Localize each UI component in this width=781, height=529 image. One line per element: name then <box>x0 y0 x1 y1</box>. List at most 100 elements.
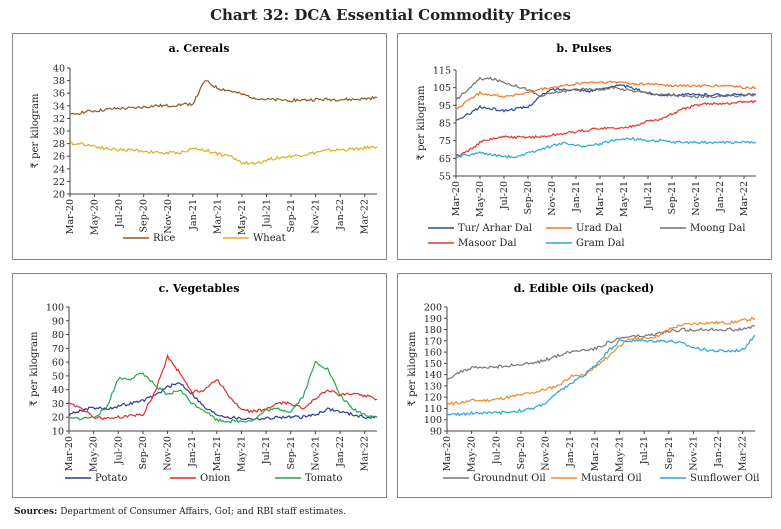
x-tick-label: Sep-20 <box>516 436 527 470</box>
y-tick-label: 36 <box>53 89 65 100</box>
y-tick-label: 55 <box>439 172 451 183</box>
series-line-wheat <box>69 141 378 166</box>
x-tick-label: Sep-21 <box>664 436 675 470</box>
series-line-masoor <box>455 99 757 157</box>
y-tick-label: 190 <box>424 314 442 325</box>
series-line-rice <box>69 80 378 116</box>
y-tick-label: 90 <box>52 316 64 327</box>
y-tick-label: 100 <box>46 303 64 314</box>
x-tick-label: May-21 <box>236 436 247 472</box>
y-tick-label: 26 <box>53 152 65 163</box>
x-tick-label: Mar-21 <box>590 436 601 471</box>
x-tick-label: Nov-21 <box>311 199 322 234</box>
y-tick-label: 75 <box>439 136 451 147</box>
y-tick-label: 100 <box>424 415 442 426</box>
legend-label-groundnut: Groundnut Oil <box>473 473 546 484</box>
y-tick-label: 170 <box>424 336 442 347</box>
y-tick-label: 10 <box>52 427 64 438</box>
legend-label-tur: Tur/ Arhar Dal <box>458 223 532 234</box>
legend-label-onion: Onion <box>200 473 231 484</box>
x-tick-label: May-21 <box>237 199 248 235</box>
x-tick-label: Nov-20 <box>163 199 174 234</box>
x-tick-label: Jul-21 <box>639 436 650 465</box>
panel-cereals: a. Cereals 20 22 24 26 28 30 32 34 36 38 40 ₹ per ki… <box>12 33 387 260</box>
x-tick-label: Mar-22 <box>360 199 371 234</box>
x-tick-label: Nov-20 <box>163 436 174 471</box>
x-tick-label: May-20 <box>475 181 486 217</box>
panel-edible-oils: d. Edible Oils (packed) 90 100 110 120 130 140… <box>397 273 772 498</box>
x-tick-label: Jan-22 <box>335 199 346 231</box>
sources-note: Sources: Department of Consumer Affairs,… <box>14 507 346 517</box>
x-tick-label: Sep-21 <box>286 199 297 233</box>
y-tick-label: 24 <box>53 164 65 175</box>
legend-label-moong: Moong Dal <box>690 223 745 234</box>
x-tick-label: Jan-22 <box>713 436 724 468</box>
legend-label-potato: Potato <box>95 473 127 484</box>
x-tick-label: Sep-21 <box>286 436 297 470</box>
legend-label-sunflower: Sunflower Oil <box>690 473 759 484</box>
x-tick-label: Mar-21 <box>595 181 606 216</box>
series-line-potato <box>68 382 378 421</box>
x-tick-label: Mar-21 <box>212 199 223 234</box>
x-tick-label: Nov-21 <box>688 436 699 471</box>
y-tick-label: 160 <box>424 348 442 359</box>
y-tick-label: 30 <box>52 399 64 410</box>
x-tick-label: Nov-21 <box>691 181 702 216</box>
x-tick-label: Jul-20 <box>499 181 510 210</box>
legend-label-rice: Rice <box>153 233 175 244</box>
y-tick-label: 32 <box>53 114 65 125</box>
y-tick-label: 90 <box>430 427 442 438</box>
x-tick-label: Sep-21 <box>667 181 678 215</box>
y-tick-label: 34 <box>53 101 65 112</box>
y-tick-label: 120 <box>424 393 442 404</box>
x-tick-label: Nov-20 <box>547 181 558 216</box>
x-tick-label: Jul-20 <box>113 436 124 465</box>
series-line-tomato <box>68 360 378 424</box>
y-tick-label: 20 <box>53 190 65 201</box>
sources-text: Department of Consumer Affairs, GoI; and… <box>60 507 347 517</box>
y-tick-label: 140 <box>424 370 442 381</box>
x-tick-label: Mar-20 <box>442 436 453 471</box>
series-line-groundnut <box>446 324 756 381</box>
panel-pulses: b. Pulses 55 65 75 85 95 105 115 ₹ per kilogram M… <box>397 33 772 260</box>
y-tick-label: 60 <box>52 358 64 369</box>
y-tick-label: 130 <box>424 381 442 392</box>
y-tick-label: 22 <box>53 177 65 188</box>
x-tick-label: May-20 <box>89 436 100 472</box>
x-tick-label: Mar-22 <box>738 436 749 471</box>
x-tick-label: Mar-20 <box>64 436 75 471</box>
x-tick-label: May-20 <box>467 436 478 472</box>
series-line-gram <box>455 136 757 159</box>
y-tick-label: 38 <box>53 76 65 87</box>
panel-vegetables: c. Vegetables 10 20 30 40 50 60 70 80 90 100 ₹ per … <box>12 273 387 498</box>
legend-label-tomato: Tomato <box>305 473 342 484</box>
legend-label-urad: Urad Dal <box>576 223 622 234</box>
x-tick-label: Jul-21 <box>261 436 272 465</box>
y-tick-label: 50 <box>52 371 64 382</box>
x-tick-label: Mar-20 <box>65 199 76 234</box>
legend-label-gram: Gram Dal <box>576 238 625 249</box>
y-tick-label: 40 <box>52 385 64 396</box>
x-tick-label: Mar-20 <box>451 181 462 216</box>
y-tick-label: 150 <box>424 359 442 370</box>
y-tick-label: 180 <box>424 325 442 336</box>
legend-label-wheat: Wheat <box>253 233 286 244</box>
x-tick-label: Jan-21 <box>188 199 199 231</box>
y-tick-label: 70 <box>52 344 64 355</box>
x-tick-label: Sep-20 <box>139 199 150 233</box>
legend-label-mustard: Mustard Oil <box>581 473 642 484</box>
panel-title-d: d. Edible Oils (packed) <box>514 282 655 295</box>
y-tick-label: 95 <box>439 101 451 112</box>
x-tick-label: Sep-20 <box>523 181 534 215</box>
panel-title-a: a. Cereals <box>169 42 230 55</box>
panel-title-b: b. Pulses <box>556 42 611 55</box>
x-tick-label: Jan-22 <box>335 436 346 468</box>
y-tick-label: 200 <box>424 303 442 314</box>
series-line-tur <box>455 84 757 121</box>
x-tick-label: Jan-21 <box>187 436 198 468</box>
x-tick-label: Jan-22 <box>715 181 726 213</box>
sources-label: Sources: <box>14 507 58 517</box>
y-axis-label: ₹ per kilogram <box>416 85 427 160</box>
x-tick-label: Jul-20 <box>114 199 125 228</box>
